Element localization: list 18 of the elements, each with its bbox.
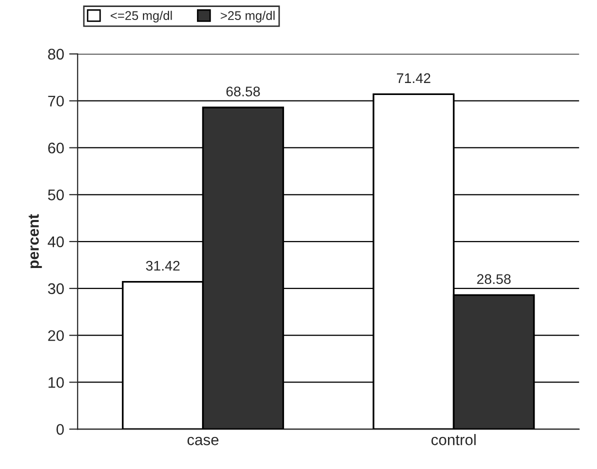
y-tick-label: 40 (48, 236, 64, 248)
y-tick-label: 70 (48, 96, 64, 107)
legend-label: <=25 mg/dl (110, 10, 172, 22)
data-label: 68.58 (226, 86, 260, 96)
x-tick-label: control (431, 434, 476, 446)
data-label: 31.42 (146, 260, 180, 271)
legend-label: >25 mg/dl (220, 10, 275, 22)
data-label: 28.58 (477, 274, 511, 284)
y-tick-label: 0 (56, 424, 64, 435)
y-tick-label: 80 (48, 48, 64, 60)
x-tick-label: case (187, 436, 218, 446)
y-tick-label: 10 (48, 377, 64, 388)
data-label: 71.42 (396, 73, 430, 83)
y-tick-label: 20 (48, 330, 64, 342)
y-axis-title: percent (28, 214, 42, 268)
y-tick-label: 50 (48, 190, 64, 200)
y-tick-label: 30 (48, 283, 64, 294)
y-tick-label: 60 (48, 142, 64, 154)
